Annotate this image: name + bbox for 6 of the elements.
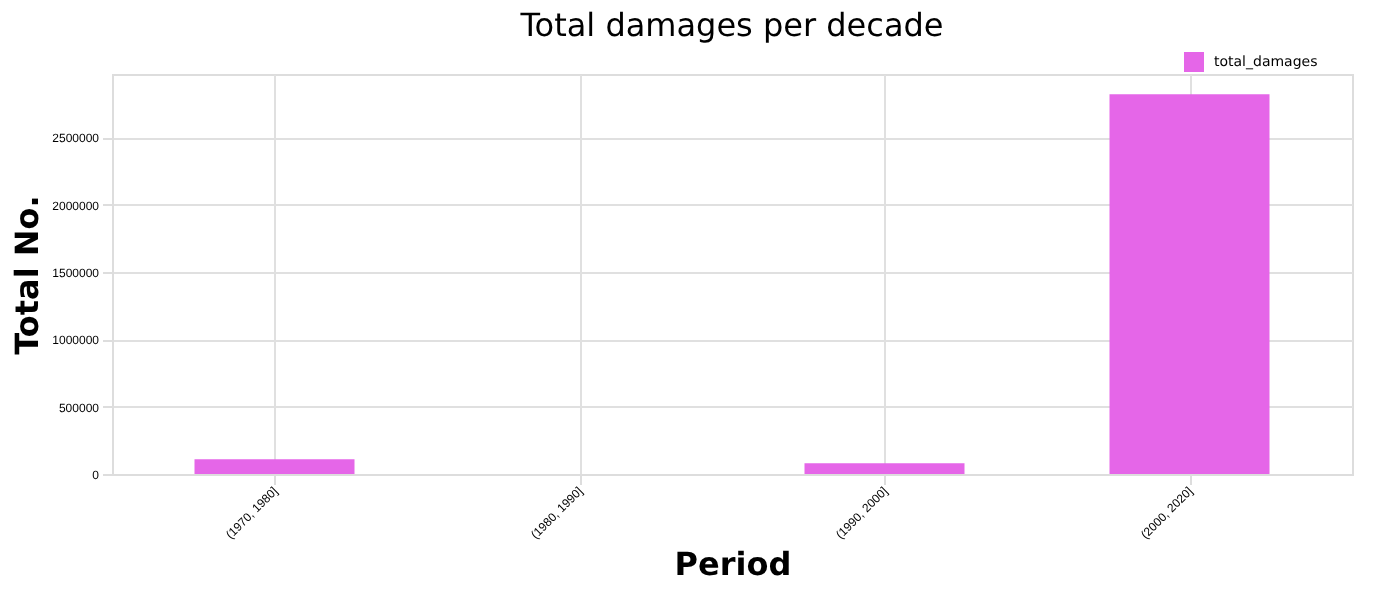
chart-title: Total damages per decade (518, 6, 944, 44)
x-axis-title: Period (674, 544, 792, 583)
y-axis-title: Total No. (8, 195, 47, 355)
bar (804, 463, 965, 474)
bar (194, 459, 355, 474)
bar (1109, 94, 1270, 474)
